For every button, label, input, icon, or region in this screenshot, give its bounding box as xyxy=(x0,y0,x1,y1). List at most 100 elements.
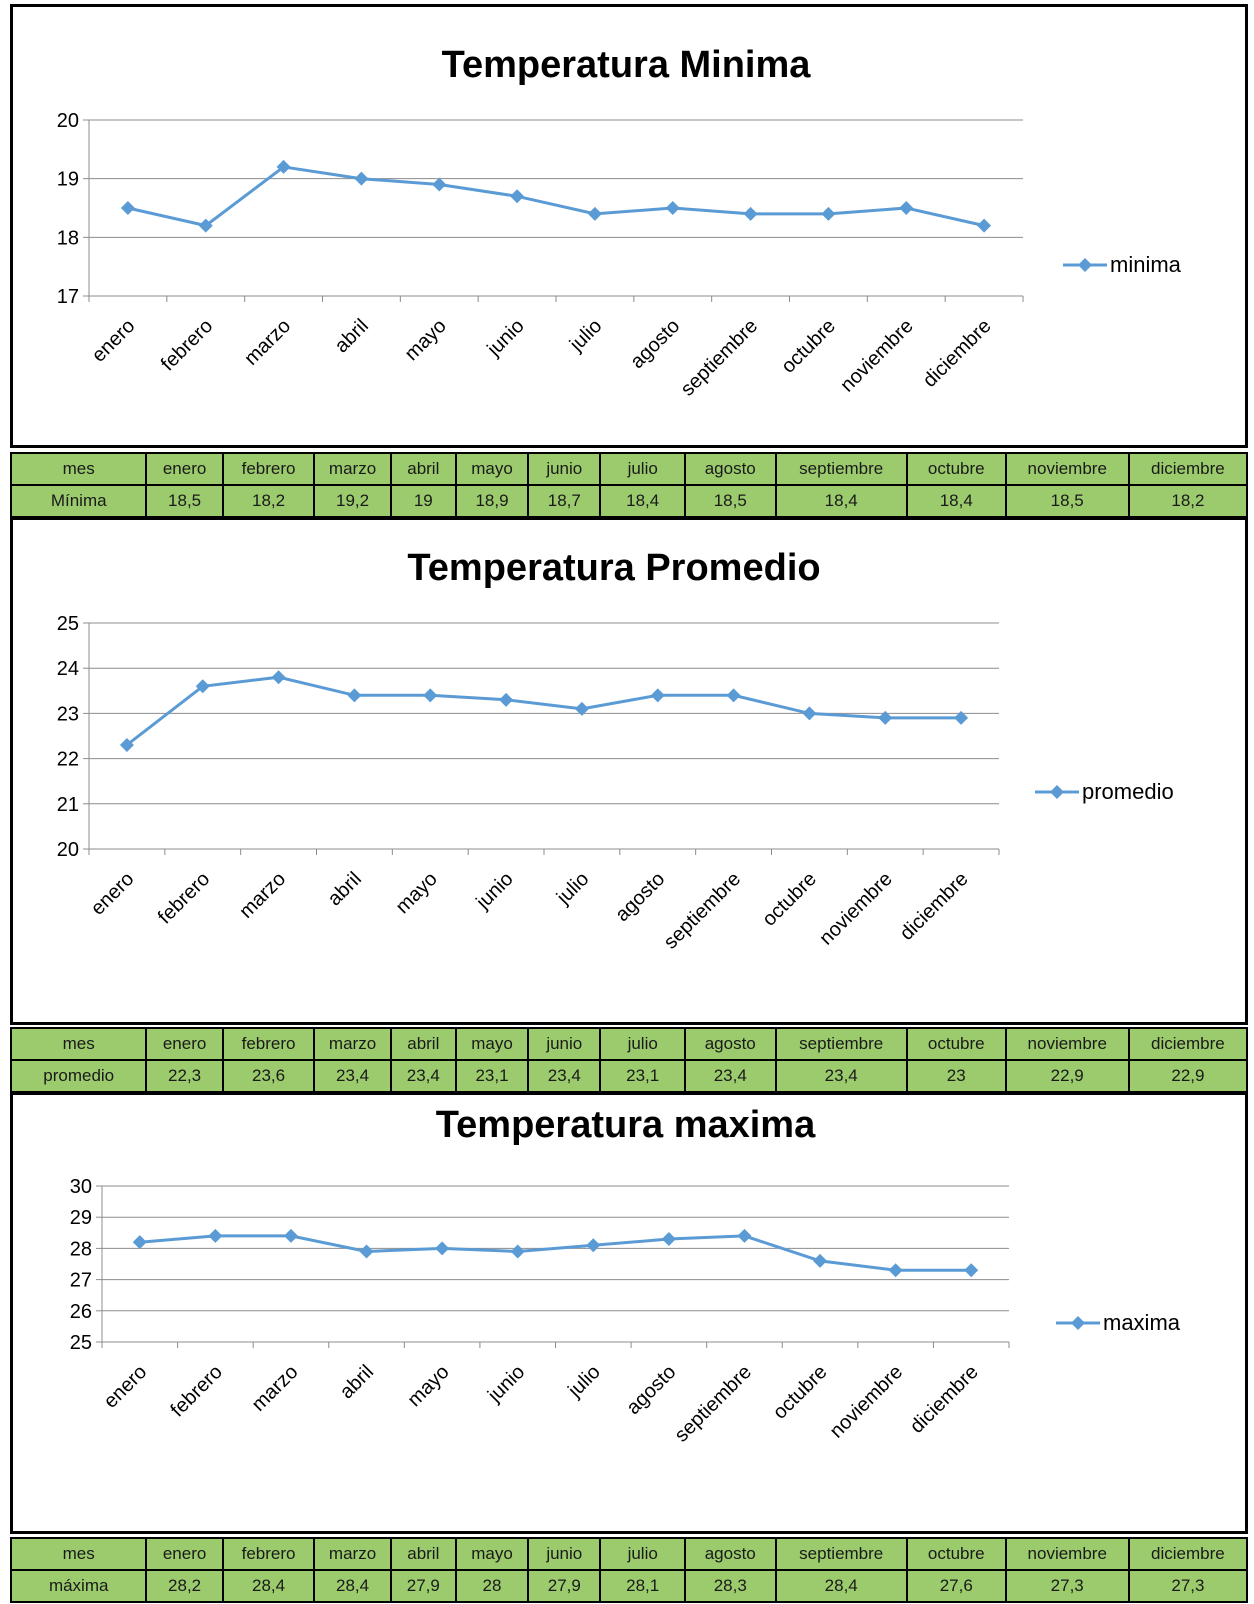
table-value-cell: 28 xyxy=(454,1569,530,1603)
table-header-cell: mes xyxy=(9,1027,148,1061)
y-tick-label: 18 xyxy=(57,227,79,249)
table-header-cell: febrero xyxy=(221,452,316,486)
x-tick-label: abril xyxy=(336,1361,378,1403)
data-point xyxy=(813,1253,828,1268)
table-header-cell: septiembre xyxy=(774,452,908,486)
x-tick-label: septiembre xyxy=(660,868,746,954)
table-value-cell: 18,7 xyxy=(527,484,602,518)
x-tick-label: septiembre xyxy=(670,1361,756,1447)
table-value-cell: 28,4 xyxy=(774,1569,908,1603)
table-value-cell: 22,9 xyxy=(1127,1059,1249,1093)
table-value-cell: 18,4 xyxy=(905,484,1007,518)
x-tick-label: agosto xyxy=(611,868,669,926)
data-point xyxy=(271,670,286,685)
data-point xyxy=(132,1235,147,1250)
data-point xyxy=(283,1228,298,1243)
table-header-cell: noviembre xyxy=(1004,1537,1130,1571)
chart-title: Temperatura Minima xyxy=(442,44,812,86)
y-tick-label: 28 xyxy=(70,1238,92,1260)
table-header-cell: junio xyxy=(527,452,602,486)
table-value-cell: 23,6 xyxy=(221,1059,316,1093)
data-point xyxy=(954,710,969,725)
table-header-cell: septiembre xyxy=(774,1537,908,1571)
y-tick-label: 20 xyxy=(57,839,79,861)
x-tick-label: septiembre xyxy=(677,315,763,401)
table-header-cell: mes xyxy=(9,1537,148,1571)
y-tick-label: 30 xyxy=(70,1176,92,1198)
table-header-cell: octubre xyxy=(905,1537,1007,1571)
x-tick-label: enero xyxy=(88,315,140,367)
table-value-cell: promedio xyxy=(9,1059,148,1093)
table-header-cell: enero xyxy=(145,1537,224,1571)
table-header-cell: mes xyxy=(9,452,148,486)
table-header-cell: agosto xyxy=(683,1537,777,1571)
x-tick-label: octubre xyxy=(769,1361,832,1424)
x-tick-label: julio xyxy=(552,868,593,909)
table-header-cell: diciembre xyxy=(1127,452,1249,486)
table-header-row: mes enero febrero marzo abril mayo junio julio a… xyxy=(9,1537,1249,1571)
table-value-cell: 28,4 xyxy=(221,1569,316,1603)
y-tick-label: 25 xyxy=(57,613,79,635)
x-tick-label: marzo xyxy=(240,315,295,370)
data-point xyxy=(198,218,213,233)
x-tick-label: abril xyxy=(331,315,373,357)
data-point xyxy=(510,1244,525,1259)
table-header-cell: enero xyxy=(145,452,224,486)
legend-marker xyxy=(1071,1316,1085,1330)
table-value-cell: 27,3 xyxy=(1004,1569,1130,1603)
table-value-cell: 23,4 xyxy=(389,1059,457,1093)
table-value-cell: 28,2 xyxy=(145,1569,224,1603)
data-point xyxy=(587,206,602,221)
data-point xyxy=(195,679,210,694)
data-point xyxy=(510,189,525,204)
data-point xyxy=(899,201,914,215)
table-header-cell: julio xyxy=(599,452,686,486)
table-header-cell: marzo xyxy=(313,1537,392,1571)
series-line-promedio xyxy=(125,675,962,747)
y-tick-label: 27 xyxy=(70,1270,92,1292)
y-tick-label: 25 xyxy=(70,1332,92,1354)
x-tick-label: junio xyxy=(483,1361,529,1407)
table-value-cell: 18,9 xyxy=(454,484,530,518)
x-tick-label: octubre xyxy=(777,315,840,378)
x-tick-label: octubre xyxy=(758,868,821,931)
table-header-cell: diciembre xyxy=(1127,1537,1249,1571)
chart-title: Temperatura Promedio xyxy=(407,547,820,589)
x-tick-label: mayo xyxy=(401,315,451,365)
table-value-cell: máxima xyxy=(9,1569,148,1603)
data-point xyxy=(821,206,836,221)
table-header-cell: noviembre xyxy=(1004,1027,1130,1061)
y-tick-label: 26 xyxy=(70,1301,92,1323)
x-tick-label: noviembre xyxy=(836,315,918,397)
data-point xyxy=(888,1263,903,1278)
data-point xyxy=(737,1228,752,1243)
table-header-cell: agosto xyxy=(683,1027,777,1061)
chart-temperatura-minima: Temperatura Minima 17 18 19 20 enero febrero ma… xyxy=(10,4,1248,448)
table-minima: mes enero febrero marzo abril mayo junio julio a… xyxy=(9,452,1249,518)
table-header-cell: marzo xyxy=(313,452,392,486)
x-tick-label: noviembre xyxy=(826,1361,908,1443)
y-tick-label: 22 xyxy=(57,749,79,771)
table-value-cell: 18,4 xyxy=(599,484,686,518)
data-point xyxy=(574,701,589,716)
data-point xyxy=(726,688,741,703)
data-point xyxy=(359,1244,374,1259)
table-value-cell: 18,4 xyxy=(774,484,908,518)
table-row: promedio 22,3 23,6 23,4 23,4 23,1 23,4 23,1 23,4… xyxy=(9,1059,1249,1093)
data-point xyxy=(586,1238,601,1253)
table-value-cell: 23,4 xyxy=(527,1059,602,1093)
data-point xyxy=(665,201,680,215)
chart-svg: Temperatura Promedio 20 21 22 23 24 25 enero feb… xyxy=(57,547,1174,954)
table-value-cell: 18,5 xyxy=(145,484,224,518)
data-point xyxy=(650,688,665,703)
chart-temperatura-promedio: Temperatura Promedio 20 21 22 23 24 25 enero feb… xyxy=(10,517,1248,1025)
table-header-cell: enero xyxy=(145,1027,224,1061)
legend-label: promedio xyxy=(1082,779,1174,804)
legend-marker xyxy=(1078,258,1092,272)
data-point xyxy=(276,159,291,174)
table-maxima: mes enero febrero marzo abril mayo junio julio a… xyxy=(9,1537,1249,1603)
table-header-cell: diciembre xyxy=(1127,1027,1249,1061)
x-tick-label: febrero xyxy=(167,1361,227,1421)
chart-svg: Temperatura Minima 17 18 19 20 enero febrero ma… xyxy=(57,44,1182,401)
table-header-cell: mayo xyxy=(454,1537,530,1571)
